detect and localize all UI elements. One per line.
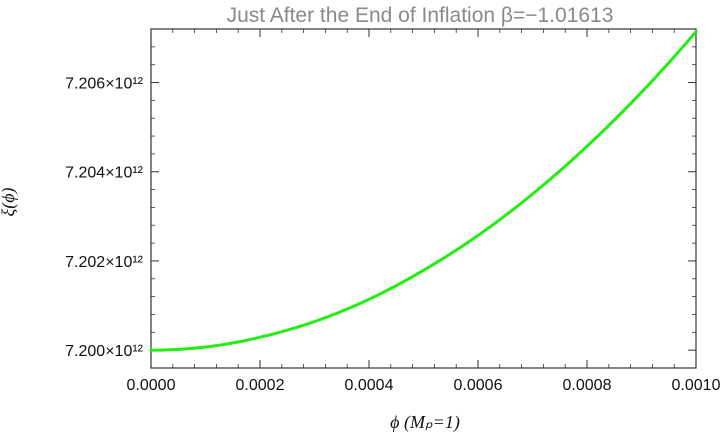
x-axis-ticks: 0.0000 0.0002 0.0004 0.0006 0.0008 0.0010	[127, 29, 720, 394]
x-tick-label: 0.0010	[672, 377, 720, 394]
x-tick-label: 0.0002	[236, 377, 285, 394]
y-tick-label: 7.200×10¹²	[65, 343, 144, 360]
x-axis-label: ϕ (Mₚ=1)	[390, 412, 460, 433]
x-tick-label: 0.0006	[454, 377, 503, 394]
y-axis-label: ξ(ϕ)	[0, 187, 19, 216]
x-tick-label: 0.0008	[563, 377, 612, 394]
y-tick-label: 7.202×10¹²	[65, 254, 144, 271]
y-tick-label: 7.204×10¹²	[65, 165, 144, 182]
plot-frame	[150, 28, 697, 369]
series-line-0	[149, 30, 698, 352]
series-layer	[149, 30, 698, 352]
chart-title: Just After the End of Inflation β=−1.016…	[227, 4, 614, 27]
y-axis-ticks: 7.200×10¹² 7.202×10¹² 7.204×10¹² 7.206×10¹²	[65, 28, 696, 369]
x-tick-label: 0.0000	[127, 377, 176, 394]
x-tick-label: 0.0004	[345, 377, 394, 394]
y-tick-label: 7.206×10¹²	[65, 76, 144, 93]
